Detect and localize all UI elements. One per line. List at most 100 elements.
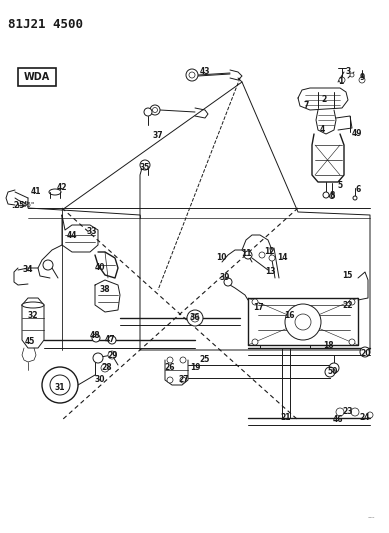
Text: 29: 29: [108, 351, 118, 359]
Text: 22: 22: [343, 301, 353, 310]
Circle shape: [101, 364, 109, 372]
Circle shape: [180, 357, 186, 363]
Text: 15: 15: [342, 271, 352, 279]
Text: 36: 36: [190, 313, 200, 322]
Ellipse shape: [49, 189, 61, 195]
Text: ---: ---: [368, 514, 375, 520]
Text: 8: 8: [329, 190, 335, 199]
Text: 10: 10: [216, 254, 226, 262]
Text: 24: 24: [360, 414, 370, 423]
Circle shape: [323, 192, 329, 198]
Circle shape: [92, 334, 100, 342]
Circle shape: [42, 367, 78, 403]
Circle shape: [224, 278, 232, 286]
Ellipse shape: [22, 302, 44, 308]
Circle shape: [186, 69, 198, 81]
Text: 38: 38: [100, 286, 110, 295]
Text: 44: 44: [67, 230, 77, 239]
Text: 6: 6: [356, 185, 361, 195]
Text: 5: 5: [337, 181, 343, 190]
Circle shape: [325, 367, 335, 377]
Text: 31: 31: [55, 384, 65, 392]
Text: 43: 43: [200, 68, 210, 77]
Circle shape: [167, 357, 173, 363]
Circle shape: [367, 412, 373, 418]
Text: 35: 35: [140, 164, 150, 173]
Circle shape: [329, 193, 335, 198]
Circle shape: [350, 73, 354, 77]
Text: 21: 21: [281, 414, 291, 423]
Circle shape: [353, 196, 357, 200]
Text: 46: 46: [333, 416, 343, 424]
Text: 28: 28: [102, 364, 112, 373]
Text: 41: 41: [31, 188, 41, 197]
Circle shape: [349, 339, 355, 345]
Text: WDA: WDA: [24, 72, 50, 82]
Text: 7: 7: [303, 101, 309, 109]
Circle shape: [187, 310, 203, 326]
Circle shape: [295, 314, 311, 330]
Text: 26: 26: [165, 364, 175, 373]
Text: 4: 4: [319, 125, 325, 134]
Text: 20: 20: [361, 349, 371, 358]
Text: 34: 34: [23, 265, 33, 274]
Text: 33: 33: [87, 228, 97, 237]
Text: 39: 39: [220, 273, 230, 282]
Text: .25": .25": [11, 200, 29, 209]
Circle shape: [252, 339, 258, 345]
Text: 47: 47: [105, 335, 115, 344]
Text: 48: 48: [90, 330, 100, 340]
Circle shape: [351, 408, 359, 416]
Text: 12: 12: [264, 247, 274, 256]
Circle shape: [108, 336, 116, 344]
Text: 1: 1: [338, 77, 343, 86]
Text: 49: 49: [352, 128, 362, 138]
Circle shape: [259, 252, 265, 258]
Text: 13: 13: [265, 268, 275, 277]
Circle shape: [359, 77, 365, 83]
Circle shape: [93, 353, 103, 363]
Circle shape: [339, 77, 345, 83]
Text: 16: 16: [284, 311, 294, 319]
Circle shape: [152, 108, 158, 112]
Circle shape: [349, 299, 355, 305]
Circle shape: [244, 251, 252, 259]
Text: 14: 14: [277, 254, 287, 262]
Text: 17: 17: [253, 303, 263, 312]
Text: 27: 27: [179, 376, 189, 384]
Circle shape: [140, 160, 150, 170]
Text: 11: 11: [241, 248, 251, 257]
Circle shape: [167, 377, 173, 383]
Circle shape: [285, 304, 321, 340]
Circle shape: [43, 260, 53, 270]
Text: 45: 45: [25, 337, 35, 346]
Circle shape: [150, 105, 160, 115]
Circle shape: [50, 375, 70, 395]
Circle shape: [360, 347, 370, 357]
Text: 42: 42: [57, 183, 67, 192]
Text: 25: 25: [200, 356, 210, 365]
Text: 23: 23: [343, 408, 353, 416]
Text: 50: 50: [328, 367, 338, 376]
Text: 2: 2: [321, 95, 327, 104]
Text: 19: 19: [190, 364, 200, 373]
Text: 81J21 4500: 81J21 4500: [8, 18, 83, 31]
Circle shape: [108, 351, 116, 359]
Circle shape: [329, 363, 339, 373]
Circle shape: [252, 299, 258, 305]
Text: 18: 18: [323, 341, 333, 350]
Text: 40: 40: [95, 263, 105, 272]
Text: 37: 37: [153, 131, 163, 140]
Text: 3: 3: [345, 68, 350, 77]
Text: 9: 9: [359, 74, 364, 83]
Circle shape: [189, 72, 195, 78]
Text: .25": .25": [20, 202, 34, 208]
Text: 30: 30: [95, 376, 105, 384]
Circle shape: [144, 108, 152, 116]
Circle shape: [336, 408, 344, 416]
Text: 32: 32: [28, 311, 38, 319]
Circle shape: [269, 255, 275, 261]
Circle shape: [180, 377, 186, 383]
Bar: [18, 68, 56, 86]
Circle shape: [191, 314, 199, 322]
